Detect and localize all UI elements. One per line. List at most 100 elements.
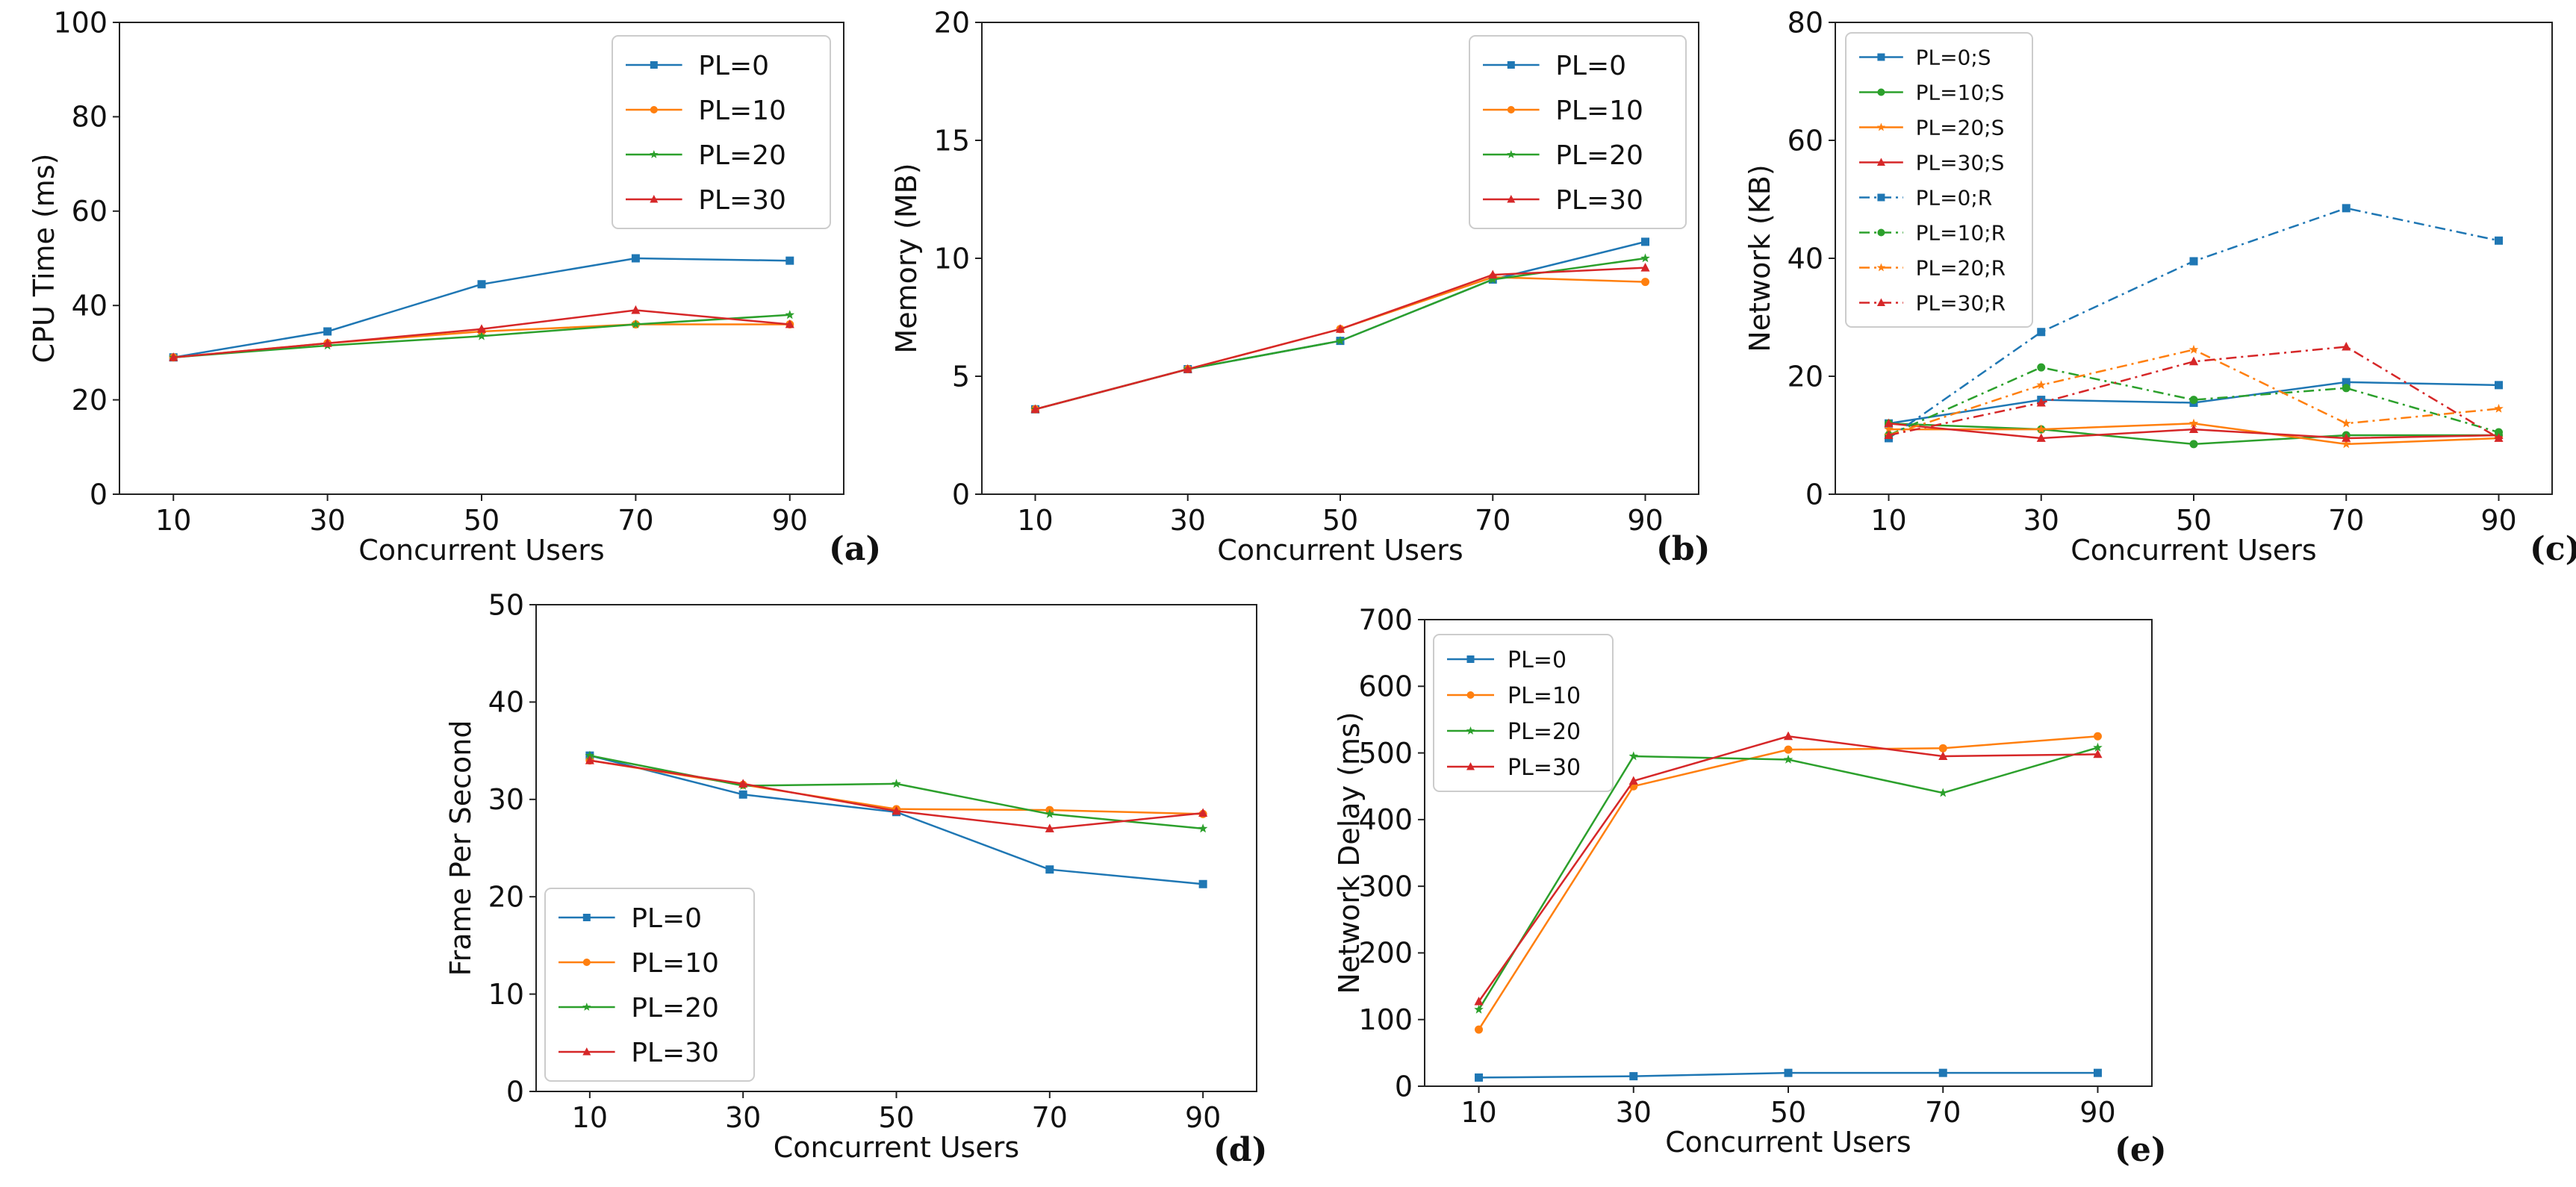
legend-marker [582,959,591,966]
series-PL=30;R [1884,341,2504,442]
legend-marker [582,1003,591,1011]
data-point [2093,742,2103,752]
data-point [1641,278,1650,287]
series-line [1888,366,2499,437]
data-point [2188,424,2199,434]
legend-marker [650,106,658,113]
legend-marker [1466,762,1475,770]
y-tick-label: 400 [1358,803,1413,836]
data-point [1640,253,1650,263]
legend-marker [1466,691,1475,699]
legend-marker [650,61,658,69]
x-axis-label: Concurrent Users [774,1131,1019,1164]
data-point [585,755,594,764]
legend-box [612,35,831,229]
legend-box [1469,35,1687,229]
chart-panel-b: 0 5 10 15 20 10 30 50 70 90 Concurrent Users Memory… [890,6,1710,568]
legend-marker [1877,193,1885,202]
data-point [1488,274,1498,284]
data-point [2093,749,2103,758]
data-point [1640,263,1650,272]
legend-label: PL=30 [1555,185,1643,216]
data-point [738,779,748,788]
y-tick-label: 40 [488,686,524,719]
data-point [2189,440,2198,449]
legend-label: PL=10;S [1916,81,2005,105]
x-tick-label: 10 [1017,504,1053,537]
y-tick-label: 0 [952,478,970,511]
data-point [1474,997,1484,1006]
y-tick-label: 0 [1805,478,1823,511]
legend-label: PL=0 [1555,51,1626,81]
x-tick-label: 90 [1185,1101,1221,1134]
legend-label: PL=20;S [1916,116,2005,140]
legend-marker [1507,106,1515,113]
series-line [1035,257,1646,411]
data-point [1488,270,1498,279]
series-PL=30 [169,305,794,361]
x-tick-label: 10 [155,504,191,537]
x-tick-label: 30 [2023,504,2059,537]
x-axis-label: Concurrent Users [1217,534,1463,567]
y-tick-label: 100 [53,6,108,39]
data-point [2342,439,2351,449]
legend-marker [1466,655,1475,663]
legend-marker [1877,53,1885,61]
data-point [1030,404,1040,414]
legend-label: PL=0 [631,903,702,934]
data-point [2189,396,2198,405]
series-PL=20 [169,310,794,362]
data-point [2342,384,2351,393]
data-point [1938,744,1947,753]
data-point [1183,364,1192,373]
chart-panel-c: 0 20 40 60 80 10 30 50 70 90 Concurrent Users Netwo… [1743,6,2576,568]
legend-label: PL=20;R [1916,256,2006,281]
series-PL=0 [169,254,794,362]
data-point [477,280,486,289]
x-tick-label: 90 [1627,504,1663,537]
legend-label: PL=30 [698,185,786,216]
data-point [2342,378,2351,387]
series-line [589,759,1204,830]
y-axis-label: Frame Per Second [444,720,477,976]
legend: PL=0 PL=10 PL=20 PL=30 [1469,35,1687,229]
data-point [2495,236,2504,245]
y-tick-label: 60 [1788,124,1823,157]
legend-marker [650,150,659,158]
data-point [2342,204,2351,213]
panel-label: (e) [2115,1131,2167,1169]
data-point [2037,328,2046,337]
data-point [2495,428,2504,437]
y-tick-label: 20 [72,384,108,417]
legend-marker [1507,61,1515,69]
data-point [1474,1004,1484,1014]
legend-label: PL=0 [1508,647,1567,673]
data-point [892,806,901,815]
series-PL=20 [1030,253,1650,414]
data-point [323,338,332,347]
legend: PL=0 PL=10 PL=20 PL=30 [1433,634,1614,792]
data-point [1045,823,1054,832]
x-tick-label: 70 [1925,1096,1961,1129]
y-axis-label: Network (KB) [1743,164,1776,352]
panel-label: (d) [1213,1131,1267,1169]
legend-marker [1876,122,1886,131]
data-point [1198,823,1208,833]
y-tick-label: 15 [934,124,970,157]
x-axis-label: Concurrent Users [2071,534,2316,567]
panel-label: (a) [829,530,881,568]
y-tick-label: 10 [934,242,970,275]
data-point [2342,341,2351,351]
data-point [1938,788,1948,797]
chart-panel-a: 0 20 40 60 80 100 10 30 50 70 90 Concurrent Users CP… [28,6,881,568]
data-point [2188,418,2199,428]
x-tick-label: 70 [1475,504,1511,537]
legend-marker [650,195,659,203]
legend-label: PL=30 [1508,755,1581,781]
legend-marker [582,1047,591,1056]
x-tick-label: 30 [309,504,345,537]
legend-label: PL=20 [698,140,786,171]
data-point [1884,418,1894,428]
y-axis-label: Network Delay (ms) [1333,711,1366,994]
legend-box [1845,32,2033,328]
